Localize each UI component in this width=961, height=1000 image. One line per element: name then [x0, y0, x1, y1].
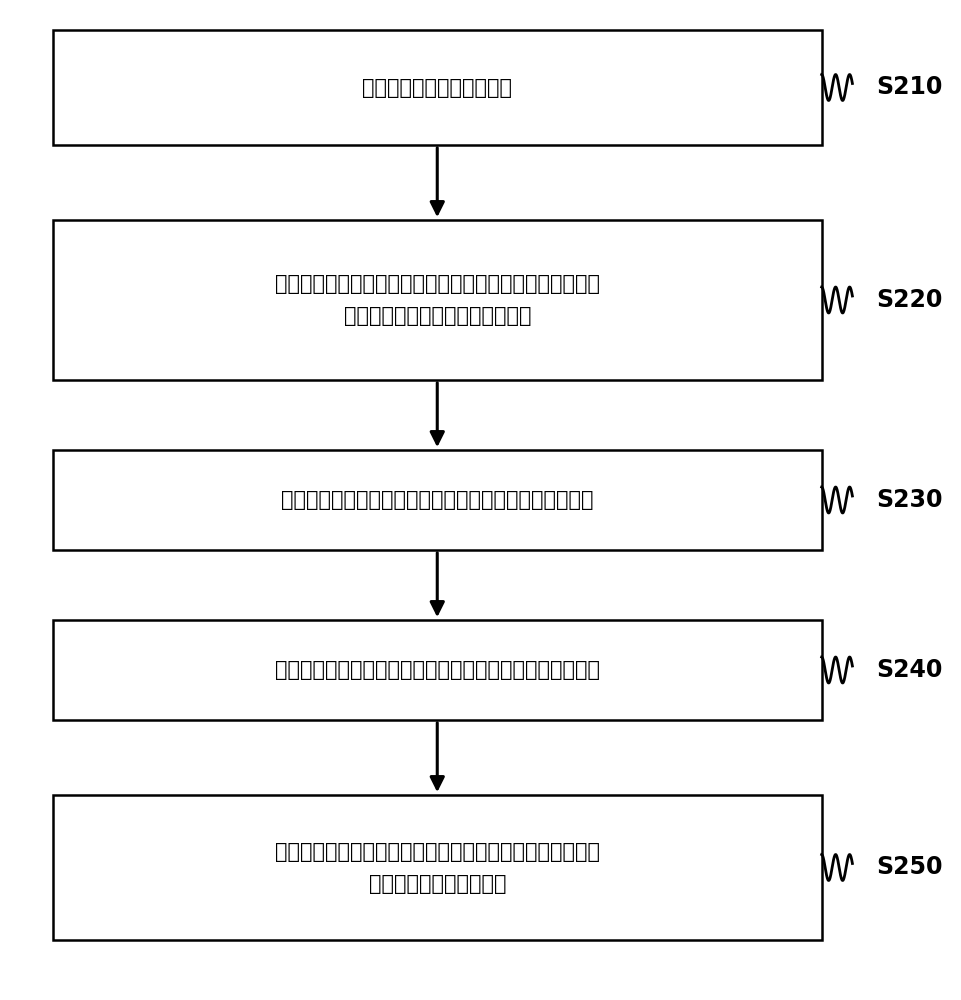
Text: 在待测纸币的设定面向和设定朝向的图像中，提取设定位置: 在待测纸币的设定面向和设定朝向的图像中，提取设定位置: [275, 274, 600, 294]
Text: 的图像，作为特征区域的灰度图像: 的图像，作为特征区域的灰度图像: [343, 306, 531, 326]
Text: 识别待测纸币的面向和朝向: 识别待测纸币的面向和朝向: [362, 78, 512, 98]
Text: S210: S210: [876, 76, 943, 100]
Text: 对特征区域的灰度图像进行二值化处理，生成二值化图像: 对特征区域的灰度图像进行二值化处理，生成二值化图像: [281, 490, 594, 510]
Text: S250: S250: [876, 856, 943, 880]
FancyBboxPatch shape: [53, 620, 822, 720]
Text: 计算二值化图像的轮廓长度，并得到二值化图像的轮廓坐标: 计算二值化图像的轮廓长度，并得到二值化图像的轮廓坐标: [275, 660, 600, 680]
FancyBboxPatch shape: [53, 30, 822, 145]
FancyBboxPatch shape: [53, 795, 822, 940]
Text: 将轮廓坐标转换为相应的极坐标，根据极坐标所对应的形状: 将轮廓坐标转换为相应的极坐标，根据极坐标所对应的形状: [275, 841, 600, 861]
FancyBboxPatch shape: [53, 220, 822, 380]
Text: S230: S230: [876, 488, 943, 512]
Text: 特征判断待测纸币的币值: 特征判断待测纸币的币值: [368, 874, 506, 894]
FancyBboxPatch shape: [53, 450, 822, 550]
Text: S220: S220: [876, 288, 943, 312]
Text: S240: S240: [876, 658, 943, 682]
